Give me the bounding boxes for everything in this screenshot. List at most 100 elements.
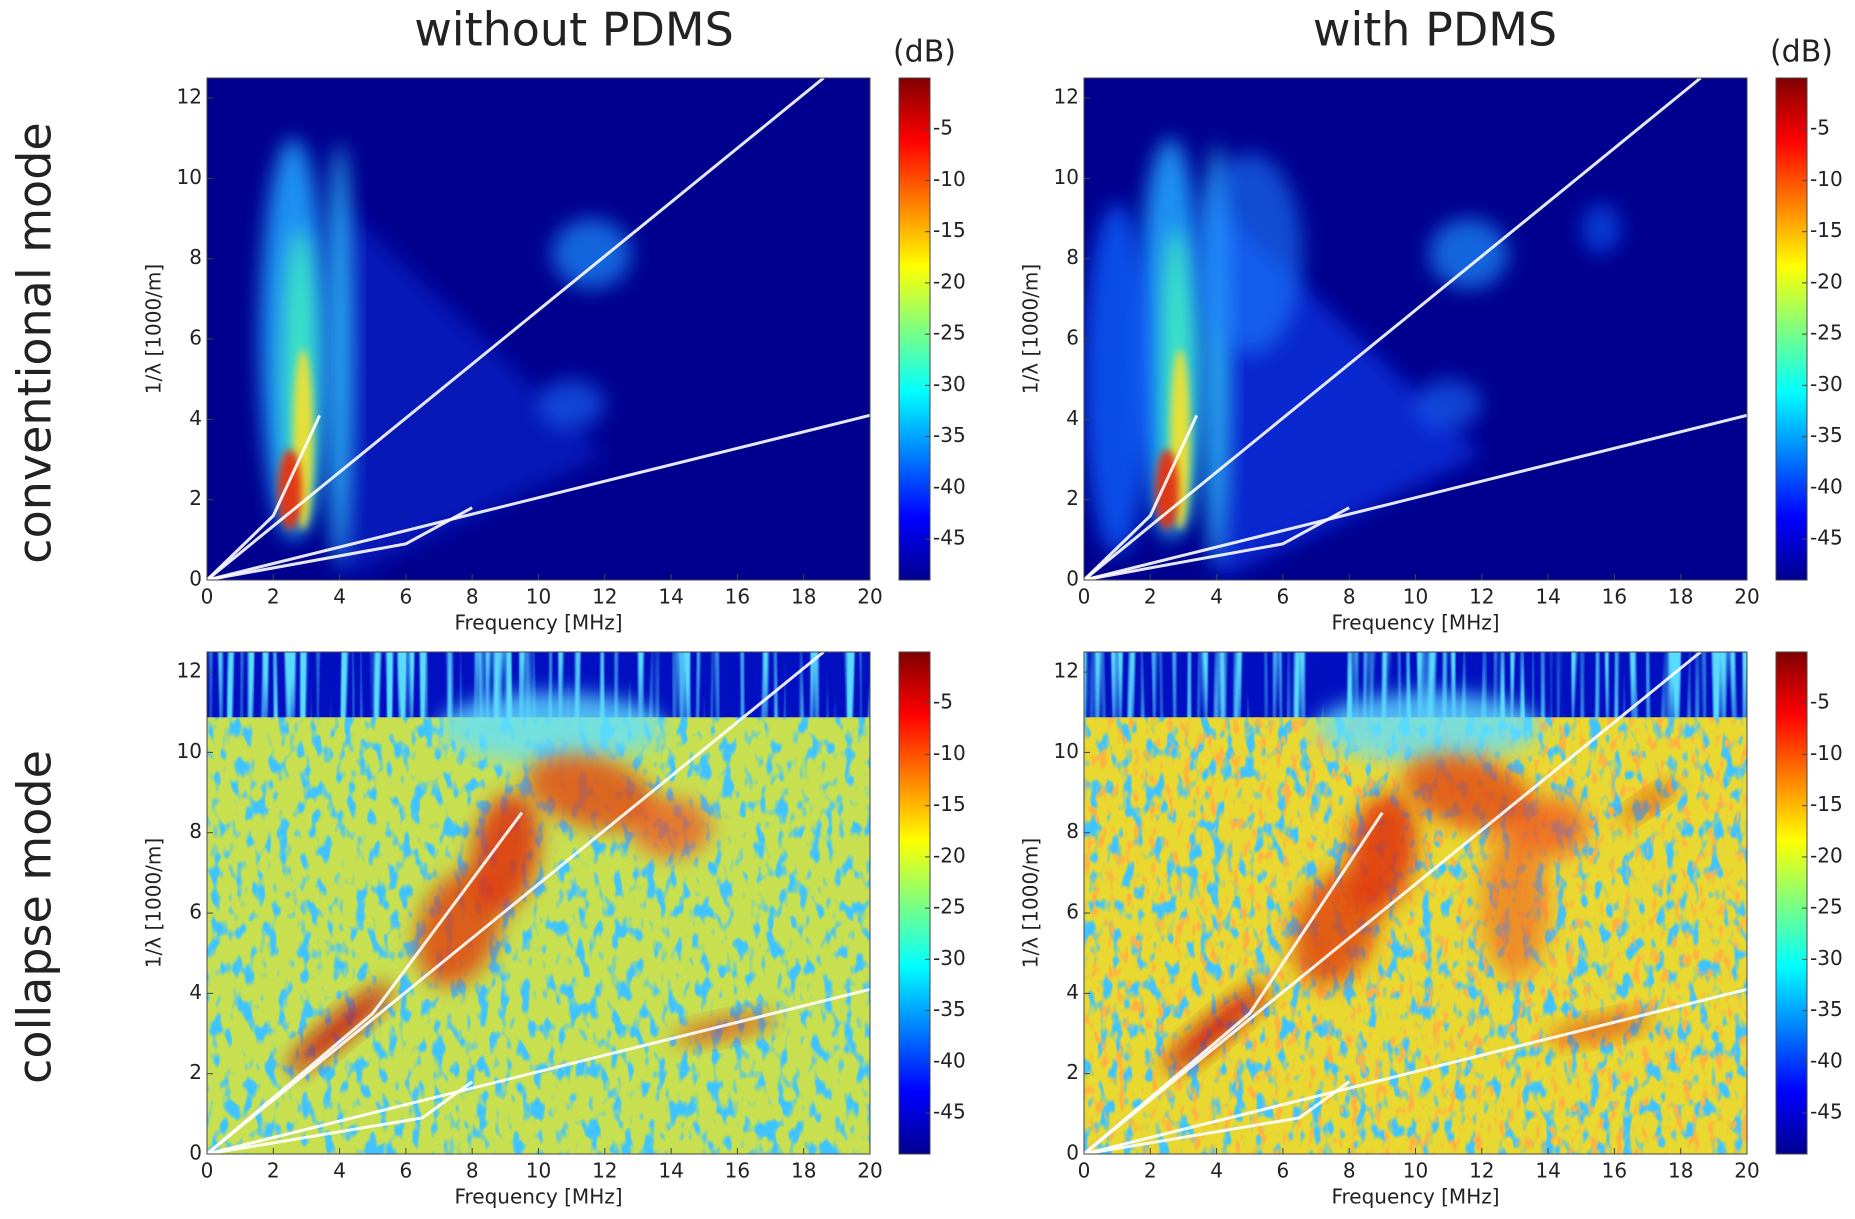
x-tick-label: 6 xyxy=(1277,1159,1290,1183)
heat-region xyxy=(1428,218,1509,289)
y-tick-label: 12 xyxy=(177,659,202,683)
x-tick-label: 14 xyxy=(658,585,683,609)
x-tick-label: 20 xyxy=(857,1159,882,1183)
y-tick-label: 6 xyxy=(189,326,202,350)
x-tick-label: 0 xyxy=(201,1159,214,1183)
y-tick-label: 4 xyxy=(189,406,202,430)
y-tick-label: 10 xyxy=(1054,739,1079,763)
heat-region xyxy=(439,692,665,763)
colorbar-tick-label: -35 xyxy=(933,423,966,447)
colorbar-tick-label: -5 xyxy=(1810,116,1830,140)
curve xyxy=(207,413,870,580)
x-tick-label: 8 xyxy=(466,1159,479,1183)
curve xyxy=(207,987,870,1154)
y-axis-label: 1/λ [1000/m] xyxy=(142,838,166,968)
curve xyxy=(207,1080,474,1154)
x-tick-label: 6 xyxy=(400,1159,413,1183)
y-tick-label: 10 xyxy=(1054,165,1079,189)
colorbar-tick-label: -30 xyxy=(1810,946,1843,970)
colorbar-tick-label: -40 xyxy=(933,474,966,498)
y-tick-label: 0 xyxy=(189,1141,202,1165)
y-tick-label: 10 xyxy=(177,739,202,763)
curve xyxy=(1084,506,1350,580)
y-tick-label: 2 xyxy=(189,1060,202,1084)
y-tick-label: 0 xyxy=(1066,567,1079,591)
x-tick-label: 18 xyxy=(791,1159,816,1183)
x-tick-label: 0 xyxy=(1078,1159,1091,1183)
colorbar-tick-label: -5 xyxy=(933,116,953,140)
heat-region xyxy=(1581,203,1622,254)
colorbar-label: (dB) xyxy=(893,35,956,70)
x-tick-label: 8 xyxy=(1343,585,1356,609)
colorbar-tick-label: -15 xyxy=(933,792,966,816)
x-tick-label: 20 xyxy=(1734,585,1759,609)
y-tick-label: 8 xyxy=(189,245,202,269)
colorbar-tick-label: -5 xyxy=(1810,690,1830,714)
x-tick-label: 10 xyxy=(526,1159,551,1183)
x-tick-label: 18 xyxy=(1668,1159,1693,1183)
x-tick-label: 0 xyxy=(1078,585,1091,609)
colorbar-tick-label: -20 xyxy=(933,269,966,293)
x-tick-label: 8 xyxy=(466,585,479,609)
y-tick-label: 8 xyxy=(189,819,202,843)
x-tick-label: 10 xyxy=(1403,585,1428,609)
y-tick-label: 2 xyxy=(1066,486,1079,510)
y-tick-label: 4 xyxy=(1066,406,1079,430)
y-tick-label: 12 xyxy=(1054,85,1079,109)
curve xyxy=(1084,413,1747,580)
x-tick-label: 2 xyxy=(1144,585,1157,609)
heat-region xyxy=(1348,793,1417,913)
colorbar-tick-label: -25 xyxy=(933,321,966,345)
colorbar xyxy=(898,651,931,1155)
y-tick-label: 6 xyxy=(189,900,202,924)
colorbar-tick-label: -45 xyxy=(1810,526,1843,550)
colorbar-tick-label: -45 xyxy=(933,526,966,550)
colorbar-label: (dB) xyxy=(1770,35,1833,70)
x-tick-label: 18 xyxy=(1668,585,1693,609)
x-tick-label: 4 xyxy=(1210,1159,1223,1183)
colorbar-tick-label: -30 xyxy=(933,946,966,970)
colorbar-tick-label: -25 xyxy=(933,895,966,919)
x-tick-label: 6 xyxy=(400,585,413,609)
heat-region xyxy=(339,203,605,580)
column-title: without PDMS xyxy=(414,3,734,57)
heat-region xyxy=(1196,153,1303,355)
x-tick-label: 14 xyxy=(658,1159,683,1183)
curve xyxy=(207,414,322,580)
heat-region xyxy=(631,797,711,858)
y-axis-label: 1/λ [1000/m] xyxy=(142,264,166,394)
y-tick-label: 12 xyxy=(177,85,202,109)
colorbar-tick-label: -15 xyxy=(1810,218,1843,242)
y-tick-label: 4 xyxy=(189,980,202,1004)
curve xyxy=(1084,652,1702,1154)
colorbar-tick-label: -20 xyxy=(933,843,966,867)
x-tick-label: 12 xyxy=(592,585,617,609)
x-axis-label: Frequency [MHz] xyxy=(1331,611,1499,635)
colorbar-tick-label: -10 xyxy=(1810,167,1843,191)
x-axis-label: Frequency [MHz] xyxy=(454,1185,622,1209)
column-title: with PDMS xyxy=(1313,3,1557,57)
x-tick-label: 4 xyxy=(333,1159,346,1183)
y-tick-label: 12 xyxy=(1054,659,1079,683)
heat-region xyxy=(471,793,540,913)
curve xyxy=(207,78,825,580)
y-tick-label: 8 xyxy=(1066,819,1079,843)
heat-region xyxy=(1549,1013,1654,1044)
colorbar xyxy=(1775,77,1808,581)
colorbar-tick-label: -30 xyxy=(1810,372,1843,396)
y-tick-label: 0 xyxy=(189,567,202,591)
colorbar-tick-label: -15 xyxy=(1810,792,1843,816)
x-tick-label: 2 xyxy=(267,585,280,609)
colorbar-tick-label: -45 xyxy=(1810,1100,1843,1124)
heat-region xyxy=(1403,754,1534,831)
heat-region xyxy=(672,1013,777,1044)
x-tick-label: 4 xyxy=(1210,585,1223,609)
x-tick-label: 2 xyxy=(267,1159,280,1183)
y-tick-label: 6 xyxy=(1066,326,1079,350)
colorbar-tick-label: -25 xyxy=(1810,895,1843,919)
x-tick-label: 10 xyxy=(526,585,551,609)
x-tick-label: 10 xyxy=(1403,1159,1428,1183)
x-tick-label: 18 xyxy=(791,585,816,609)
